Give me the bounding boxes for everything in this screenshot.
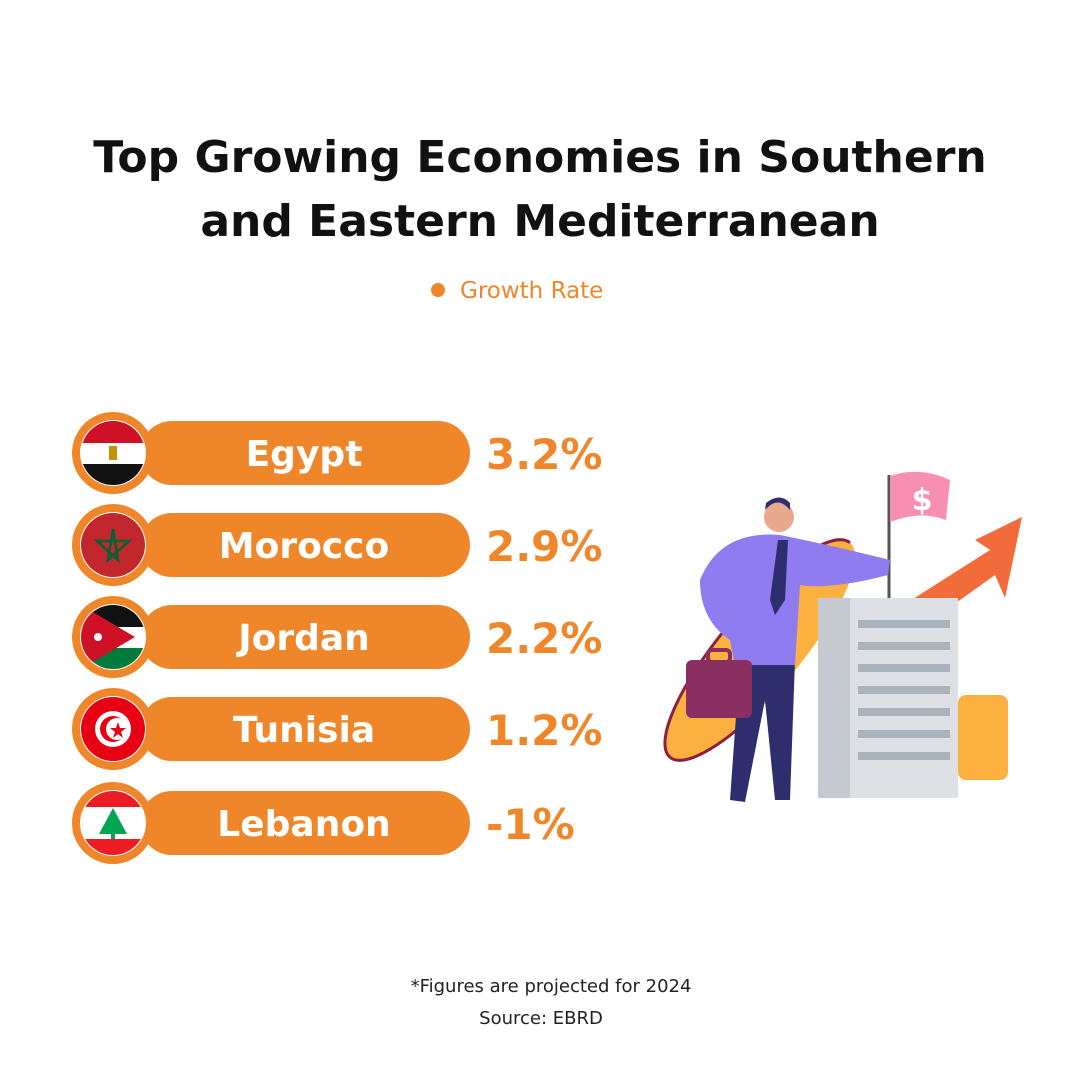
country-name: Jordan: [235, 618, 370, 659]
flag-jordan: [81, 605, 145, 669]
title: Top Growing Economies in Southern and Eas…: [93, 132, 987, 247]
legend-label: Growth Rate: [460, 278, 603, 304]
row: Morocco 2.9%: [72, 504, 602, 586]
rows: Egypt 3.2% Morocco 2.9% Jordan 2.2% Tunisia 1.2…: [72, 412, 602, 864]
illustration: $: [663, 471, 1022, 802]
growth-value: -1%: [486, 800, 575, 849]
pill: [140, 421, 470, 485]
flag-lebanon: [81, 791, 145, 855]
title-line: Top Growing Economies in Southern: [93, 132, 987, 183]
pill: [140, 513, 470, 577]
pill: [140, 605, 470, 669]
legend-dot: [431, 283, 445, 297]
country-name: Egypt: [246, 434, 363, 475]
country-name: Morocco: [219, 526, 389, 567]
flag-egypt: [81, 421, 145, 485]
flag-tunisia: [81, 697, 145, 761]
row: Lebanon -1%: [72, 782, 575, 864]
pill: [140, 697, 470, 761]
growth-value: 2.2%: [486, 614, 602, 663]
row: Jordan 2.2%: [72, 596, 602, 678]
country-name: Lebanon: [217, 804, 390, 845]
growth-value: 3.2%: [486, 430, 602, 479]
title-line: and Eastern Mediterranean: [200, 196, 879, 247]
dollar-icon: $: [912, 483, 933, 518]
country-name: Tunisia: [233, 710, 375, 751]
footnote: *Figures are projected for 2024: [411, 976, 692, 997]
flags: [81, 421, 145, 855]
growth-value: 2.9%: [486, 522, 602, 571]
flag-morocco: [81, 513, 145, 577]
pill: [140, 791, 470, 855]
row: Egypt 3.2%: [72, 412, 602, 494]
source: Source: EBRD: [479, 1008, 603, 1029]
row: Tunisia 1.2%: [72, 688, 602, 770]
growth-value: 1.2%: [486, 706, 602, 755]
